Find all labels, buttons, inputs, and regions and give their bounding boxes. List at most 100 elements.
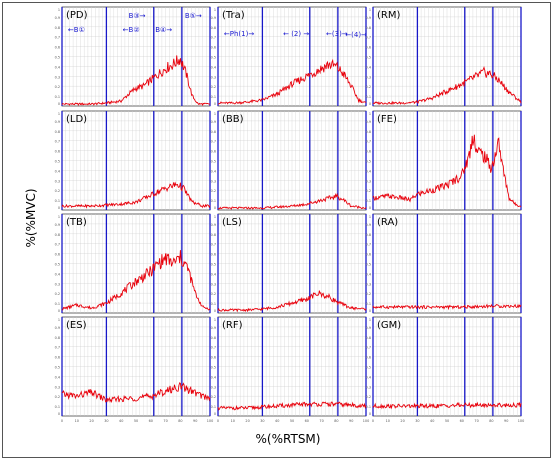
y-tick-label: 0.3 bbox=[366, 282, 371, 286]
panel-label: (FE) bbox=[377, 114, 397, 125]
emg-trace bbox=[61, 181, 211, 209]
y-tick-label: 0.4 bbox=[55, 65, 60, 69]
emg-trace bbox=[61, 55, 211, 106]
y-tick-label: 0.4 bbox=[55, 375, 60, 379]
x-tick-label: 50 bbox=[290, 419, 294, 423]
y-tick-label: 1 bbox=[369, 215, 371, 219]
y-tick-label: 0.4 bbox=[211, 272, 216, 276]
y-tick-label: 0.2 bbox=[366, 292, 371, 296]
y-tick-label: 0.6 bbox=[366, 253, 371, 257]
y-tick-label: 0.3 bbox=[366, 385, 371, 389]
y-tick-label: 0.8 bbox=[211, 130, 216, 134]
y-tick-label: 0.4 bbox=[211, 65, 216, 69]
y-tick-label: 0.9 bbox=[366, 120, 371, 124]
emg-trace bbox=[217, 290, 367, 313]
y-tick-label: 0 bbox=[58, 102, 60, 106]
y-tick-label: 0.8 bbox=[55, 130, 60, 134]
y-tick-label: 0.9 bbox=[211, 326, 216, 330]
y-tick-label: 0.8 bbox=[211, 336, 216, 340]
y-tick-label: 0.5 bbox=[55, 160, 60, 164]
y-tick-label: 0 bbox=[214, 309, 216, 313]
y-tick-label: 1 bbox=[58, 318, 60, 322]
y-tick-label: 0.9 bbox=[366, 326, 371, 330]
y-tick-label: 1 bbox=[369, 318, 371, 322]
panel-label: (GM) bbox=[377, 320, 401, 331]
y-tick-label: 0.9 bbox=[366, 16, 371, 20]
panel-bb: 0 0.1 0.2 0.3 0.4 0.5 0.6 0.7 0.8 0.9 1 (BB) bbox=[211, 110, 367, 211]
y-tick-label: 0.6 bbox=[55, 253, 60, 257]
y-tick-label: 0 bbox=[58, 206, 60, 210]
y-tick-label: 0.4 bbox=[366, 65, 371, 69]
y-tick-label: 0.2 bbox=[211, 292, 216, 296]
y-axis-label: %(%MVC) bbox=[24, 188, 38, 247]
y-tick-label: 0.1 bbox=[366, 302, 371, 306]
panel-label: (TB) bbox=[66, 217, 87, 228]
panel-es: 00.10.20.30.40.50.60.70.80.910 10 20 30 40 50… bbox=[55, 316, 213, 423]
panel-rm: 0 0.1 0.2 0.3 0.4 0.5 0.6 0.7 0.8 0.9 1 (RM) bbox=[366, 6, 522, 107]
y-tick-label: 0.6 bbox=[366, 150, 371, 154]
y-tick-label: 0.3 bbox=[366, 75, 371, 79]
y-tick-label: 0.7 bbox=[366, 243, 371, 247]
y-tick-label: 0.8 bbox=[55, 233, 60, 237]
y-tick-label: 0.3 bbox=[55, 179, 60, 183]
x-tick-label: 30 bbox=[415, 419, 419, 423]
x-tick-label: 10 bbox=[75, 419, 79, 423]
emg-trace bbox=[372, 65, 522, 106]
panel-label: (RM) bbox=[377, 10, 400, 21]
x-tick-label: 10 bbox=[231, 419, 235, 423]
y-tick-label: 0.7 bbox=[211, 346, 216, 350]
y-tick-label: 1 bbox=[214, 215, 216, 219]
y-tick-label: 0.1 bbox=[211, 199, 216, 203]
y-tick-label: 0.6 bbox=[211, 356, 216, 360]
x-tick-label: 40 bbox=[275, 419, 279, 423]
x-tick-label: 70 bbox=[474, 419, 478, 423]
y-tick-label: 0.9 bbox=[211, 223, 216, 227]
x-tick-label: 20 bbox=[245, 419, 249, 423]
x-tick-label: 60 bbox=[305, 419, 309, 423]
y-tick-label: 0.2 bbox=[55, 292, 60, 296]
y-tick-label: 0.7 bbox=[211, 140, 216, 144]
y-tick-label: 0.9 bbox=[55, 223, 60, 227]
x-tick-label: 80 bbox=[334, 419, 338, 423]
y-tick-label: 0.5 bbox=[366, 263, 371, 267]
y-tick-label: 0.1 bbox=[211, 302, 216, 306]
y-tick-label: 0.1 bbox=[366, 95, 371, 99]
y-tick-label: 1 bbox=[58, 8, 60, 12]
y-tick-label: 0.2 bbox=[366, 189, 371, 193]
x-tick-label: 20 bbox=[89, 419, 93, 423]
y-tick-label: 0.8 bbox=[211, 26, 216, 30]
y-tick-label: 0.8 bbox=[211, 233, 216, 237]
y-tick-label: 0.4 bbox=[55, 169, 60, 173]
x-tick-label: 100 bbox=[518, 419, 524, 423]
phase-annotation: ←Ph(1)→ bbox=[224, 30, 254, 38]
x-tick-label: 70 bbox=[163, 419, 167, 423]
y-tick-label: 0.6 bbox=[366, 46, 371, 50]
y-tick-label: 0.9 bbox=[211, 120, 216, 124]
y-tick-label: 0.9 bbox=[55, 120, 60, 124]
y-tick-label: 0.2 bbox=[211, 189, 216, 193]
panel-label: (RA) bbox=[377, 217, 398, 228]
panel-label: (Tra) bbox=[222, 10, 245, 21]
y-tick-label: 0.3 bbox=[211, 179, 216, 183]
y-tick-label: 1 bbox=[369, 8, 371, 12]
y-tick-label: 0.5 bbox=[55, 56, 60, 60]
phase-annotation: ←(3)→ bbox=[326, 30, 348, 38]
panel-label: (RF) bbox=[222, 320, 243, 331]
phase-annotation: ←B① bbox=[68, 26, 85, 34]
emg-trace bbox=[372, 401, 522, 410]
y-tick-label: 0.7 bbox=[55, 346, 60, 350]
y-tick-label: 0.6 bbox=[55, 150, 60, 154]
x-tick-label: 0 bbox=[217, 419, 219, 423]
emg-trace bbox=[372, 134, 522, 208]
panel-rf: 00.10.20.30.40.50.60.70.80.910 10 20 30 40 50… bbox=[211, 316, 369, 423]
y-tick-label: 0 bbox=[369, 206, 371, 210]
phase-annotation: ←B② bbox=[123, 26, 140, 34]
emg-trace bbox=[217, 192, 367, 210]
y-tick-label: 0.1 bbox=[55, 199, 60, 203]
y-tick-label: 0.9 bbox=[55, 326, 60, 330]
y-tick-label: 1 bbox=[58, 215, 60, 219]
y-tick-label: 0 bbox=[214, 102, 216, 106]
y-tick-label: 0 bbox=[58, 309, 60, 313]
y-tick-label: 0.6 bbox=[211, 46, 216, 50]
